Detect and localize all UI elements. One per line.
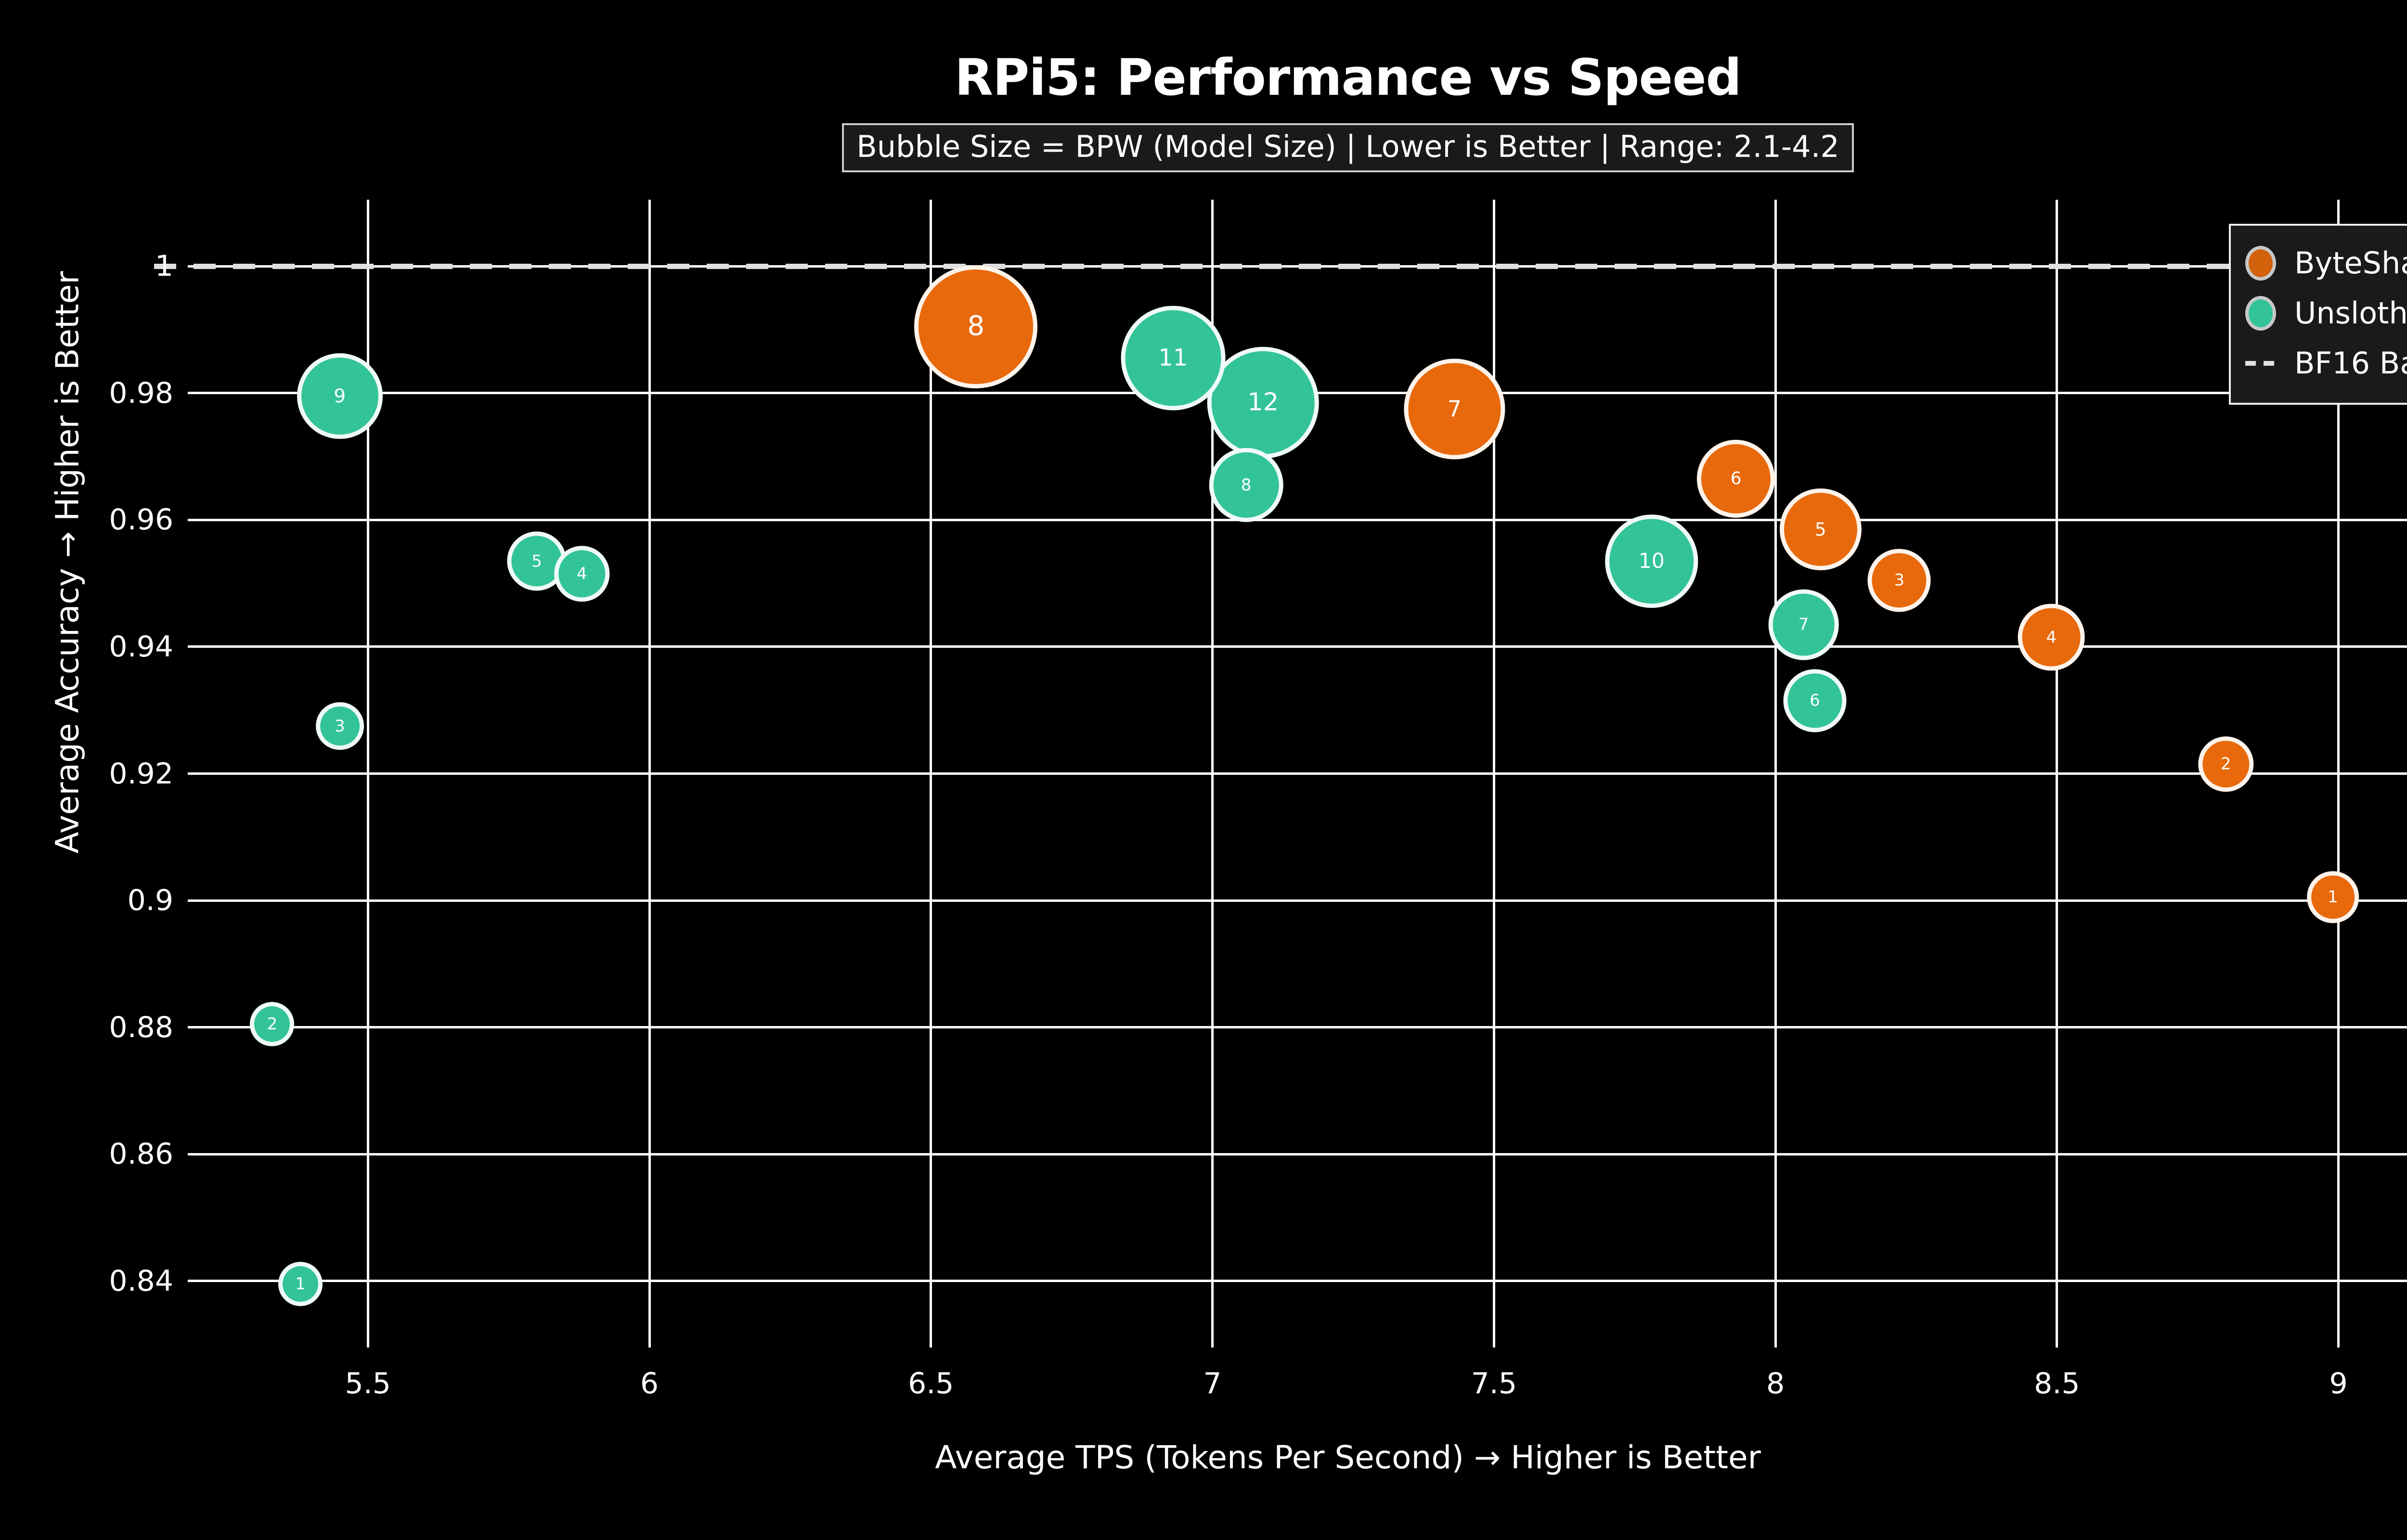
y-axis-title: Average Accuracy → Higher is Better	[49, 271, 86, 854]
bubble-unsloth-6[interactable]: 6	[1783, 669, 1847, 732]
legend-item-byteshape[interactable]: ByteShape	[2245, 238, 2407, 288]
bubble-unsloth-4[interactable]: 4	[554, 546, 610, 602]
bubble-byteshape-7[interactable]: 7	[1404, 359, 1505, 460]
x-tick-label: 6	[640, 1367, 659, 1400]
y-tick-label: 0.94	[109, 629, 173, 664]
legend-item-unsloth[interactable]: Unsloth	[2245, 288, 2407, 338]
bubble-byteshape-2[interactable]: 2	[2198, 736, 2254, 792]
y-tick-label: 0.84	[109, 1264, 173, 1298]
bubble-unsloth-1[interactable]: 1	[278, 1262, 323, 1307]
y-tick-label: 0.98	[109, 376, 173, 410]
x-tick-label: 6.5	[908, 1367, 954, 1400]
y-tick-label: 0.88	[109, 1010, 173, 1044]
legend-item-label: ByteShape	[2294, 245, 2407, 281]
subtitle-container: Bubble Size = BPW (Model Size) | Lower i…	[0, 123, 2407, 172]
page-title: RPi5: Performance vs Speed	[955, 48, 1742, 107]
bubble-unsloth-11[interactable]: 11	[1121, 306, 1226, 411]
legend-circle-icon	[2245, 296, 2276, 331]
bubble-unsloth-12[interactable]: 12	[1207, 346, 1320, 459]
bubble-unsloth-2[interactable]: 2	[250, 1001, 295, 1046]
gridline-horizontal	[188, 772, 2407, 775]
gridline-horizontal	[188, 1026, 2407, 1029]
x-tick-label: 9	[2329, 1367, 2348, 1400]
plot-area: 8 12 11 7 10 9 5 6 8 7 4 3 6 5 2 4 1 3 2 1	[154, 200, 2407, 1348]
x-tick-label: 8.5	[2034, 1367, 2080, 1400]
bubble-unsloth-3[interactable]: 3	[315, 702, 364, 750]
bubble-byteshape-4[interactable]: 4	[2018, 603, 2085, 671]
x-tick-label: 8	[1766, 1367, 1785, 1400]
legend-item-bf16-baseline[interactable]: BF16 Baseline	[2245, 338, 2407, 388]
legend: ByteShape Unsloth BF16 Baseline	[2229, 224, 2407, 405]
bubble-byteshape-5[interactable]: 5	[1779, 488, 1862, 571]
legend-item-label: BF16 Baseline	[2294, 346, 2407, 381]
bubble-unsloth-7[interactable]: 7	[1768, 589, 1839, 660]
gridline-horizontal	[188, 899, 2407, 902]
y-tick-label: 0.92	[109, 757, 173, 791]
bubble-byteshape-1[interactable]: 1	[2307, 871, 2359, 924]
x-tick-label: 7	[1203, 1367, 1222, 1400]
chart-subtitle: Bubble Size = BPW (Model Size) | Lower i…	[842, 123, 1854, 172]
x-tick-label: 7.5	[1471, 1367, 1517, 1400]
bubble-unsloth-10[interactable]: 10	[1605, 514, 1698, 608]
gridline-horizontal	[188, 1280, 2407, 1283]
bubble-unsloth-8[interactable]: 8	[1209, 448, 1283, 523]
bubble-unsloth-9[interactable]: 9	[297, 353, 383, 439]
legend-circle-icon	[2245, 246, 2276, 281]
y-tick-label: 0.9	[127, 884, 173, 918]
bubble-byteshape-8[interactable]: 8	[914, 265, 1038, 388]
x-axis-title: Average TPS (Tokens Per Second) → Higher…	[935, 1439, 1761, 1476]
gridline-horizontal	[188, 645, 2407, 648]
legend-dashed-line-icon	[2245, 346, 2276, 381]
x-tick-label: 5.5	[345, 1367, 391, 1400]
bubble-byteshape-3[interactable]: 3	[1867, 549, 1931, 612]
legend-item-label: Unsloth	[2294, 295, 2407, 331]
y-tick-label: 0.96	[109, 503, 173, 537]
y-tick-label: 1	[155, 249, 173, 283]
gridline-horizontal	[188, 518, 2407, 521]
bubble-byteshape-6[interactable]: 6	[1697, 439, 1775, 518]
y-tick-label: 0.86	[109, 1137, 173, 1171]
gridline-horizontal	[188, 1153, 2407, 1155]
bf16-baseline-line	[154, 263, 2407, 269]
